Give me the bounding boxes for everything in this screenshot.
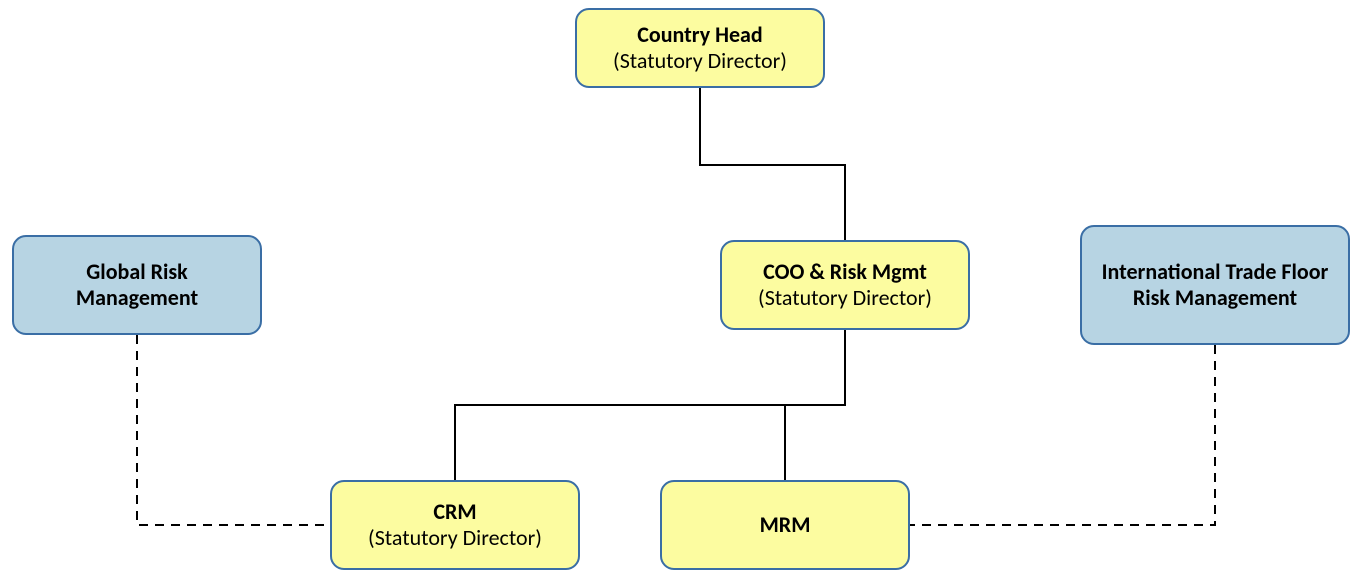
edge-global_risk-to-crm	[137, 335, 330, 525]
node-country-head: Country Head (Statutory Director)	[575, 8, 825, 88]
node-intl-trade-floor-risk: International Trade Floor Risk Managemen…	[1080, 225, 1350, 345]
edge-coo_risk-to-mrm	[785, 330, 845, 480]
edge-coo_risk-to-crm	[455, 330, 845, 480]
node-title: MRM	[760, 512, 811, 538]
node-global-risk-management: Global Risk Management	[12, 235, 262, 335]
node-subtitle: (Statutory Director)	[613, 48, 787, 74]
edge-intl_trade-to-mrm	[910, 345, 1215, 525]
node-crm: CRM (Statutory Director)	[330, 480, 580, 570]
node-coo-risk-mgmt: COO & Risk Mgmt (Statutory Director)	[720, 240, 970, 330]
node-title: Global Risk Management	[24, 259, 250, 312]
node-title: COO & Risk Mgmt	[763, 259, 927, 285]
node-subtitle: (Statutory Director)	[368, 525, 542, 551]
node-title: CRM	[433, 499, 476, 525]
node-title: Country Head	[637, 22, 762, 48]
node-subtitle: (Statutory Director)	[758, 285, 932, 311]
org-chart-canvas: Country Head (Statutory Director) Global…	[0, 0, 1367, 585]
node-title: International Trade Floor Risk Managemen…	[1092, 259, 1338, 312]
edge-country_head-to-coo_risk	[700, 88, 845, 240]
node-mrm: MRM	[660, 480, 910, 570]
